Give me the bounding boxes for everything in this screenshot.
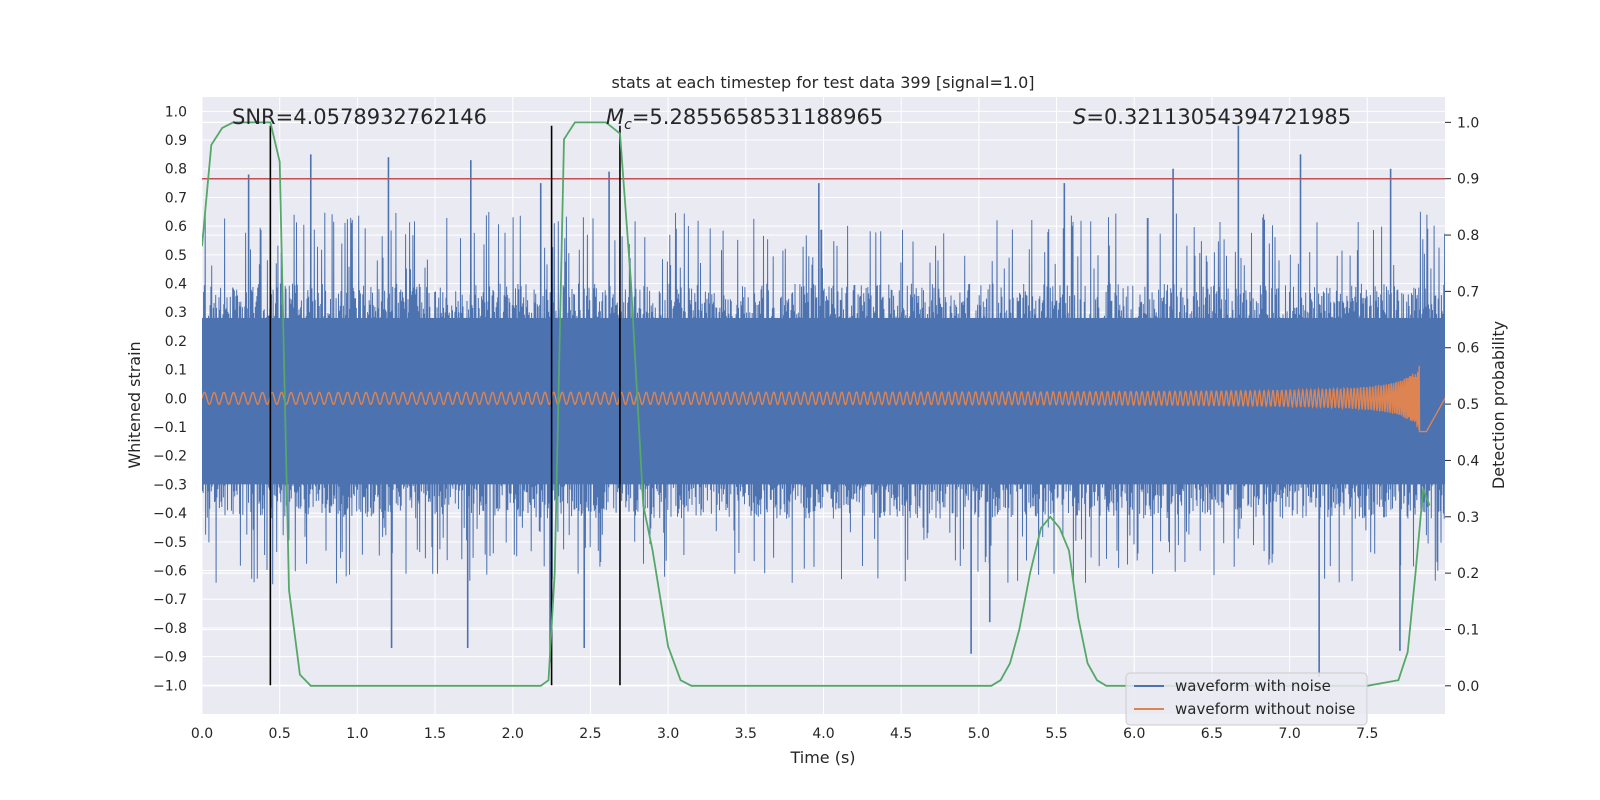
y-tick-label: 0.5 (165, 248, 187, 264)
chirp-mass-value: =5.2855658531188965 (632, 105, 883, 129)
y-tick-label: 0.7 (165, 190, 187, 206)
snr-annotation: SNR=4.0578932762146 (232, 105, 487, 129)
y-tick-label: −0.5 (153, 535, 187, 551)
y-tick-label: 0.9 (165, 133, 187, 149)
y-tick-label: −0.7 (153, 592, 187, 608)
right-tick-label: 0.7 (1457, 284, 1479, 300)
legend-label-clean: waveform without noise (1175, 700, 1355, 718)
chirp-mass-symbol: M (606, 105, 624, 129)
right-tick-label: 1.0 (1457, 115, 1479, 131)
plot-series (202, 121, 1445, 687)
series-waveform-without-noise (202, 365, 1445, 433)
y-tick-label: 0.3 (165, 305, 187, 321)
y-tick-label: 1.0 (165, 104, 187, 120)
x-tick-label: 4.0 (812, 726, 834, 742)
chirp-mass-subscript: c (624, 117, 632, 133)
y-tick-label: −0.4 (153, 506, 187, 522)
y-tick-label: 0.2 (165, 334, 187, 350)
right-tick-label: 0.4 (1457, 453, 1479, 469)
right-tick-label: 0.1 (1457, 622, 1479, 638)
x-tick-label: 5.5 (1045, 726, 1067, 742)
x-tick-label: 5.0 (968, 726, 990, 742)
y-tick-label: −0.1 (153, 420, 187, 436)
series-detection-probability (202, 121, 1431, 687)
score-value: =0.32113054394721985 (1086, 105, 1351, 129)
y-tick-label: 0.0 (165, 391, 187, 407)
score-symbol: S (1073, 105, 1086, 129)
chirp-mass-annotation: Mc=5.2855658531188965 (606, 105, 883, 133)
right-tick-label: 0.5 (1457, 397, 1479, 413)
x-axis-label: Time (s) (789, 748, 855, 767)
legend-box (1125, 672, 1368, 726)
y-tick-label: 0.6 (165, 219, 187, 235)
vertical-markers (269, 125, 621, 686)
x-tick-label: 6.5 (1201, 726, 1223, 742)
x-tick-label: 4.5 (890, 726, 912, 742)
right-tick-label: 0.9 (1457, 172, 1479, 188)
legend-label-noise: waveform with noise (1175, 677, 1331, 695)
y-axis-label: Whitened strain (125, 341, 144, 468)
y-tick-label: 0.8 (165, 162, 187, 178)
probability-trace (202, 121, 1431, 687)
x-tick-label: 0.5 (269, 726, 291, 742)
x-tick-label: 7.0 (1278, 726, 1300, 742)
y-axis-ticks: 1.0 0.9 0.8 0.7 0.6 0.5 0.4 0.3 0.2 0.1 0.0 −0.1 −0.… (153, 104, 187, 694)
y-tick-label: 0.4 (165, 277, 187, 293)
y-tick-label: −0.3 (153, 477, 187, 493)
y-tick-label: −0.6 (153, 564, 187, 580)
y-tick-label: −0.9 (153, 650, 187, 666)
x-tick-label: 6.0 (1123, 726, 1145, 742)
y-tick-label: 0.1 (165, 363, 187, 379)
right-tick-label: 0.3 (1457, 510, 1479, 526)
x-tick-label: 2.5 (579, 726, 601, 742)
y-tick-label: −0.2 (153, 449, 187, 465)
x-tick-label: 7.5 (1356, 726, 1378, 742)
right-axis-ticks: 1.0 0.9 0.8 0.7 0.6 0.5 0.4 0.3 0.2 0.1 0.0 (1445, 115, 1479, 695)
legend: waveform with noise waveform without noi… (1125, 672, 1368, 726)
right-tick-label: 0.2 (1457, 566, 1479, 582)
y-tick-label: −0.8 (153, 621, 187, 637)
x-tick-label: 1.5 (424, 726, 446, 742)
right-tick-label: 0.6 (1457, 341, 1479, 357)
x-tick-label: 2.0 (502, 726, 524, 742)
x-tick-label: 0.0 (191, 726, 213, 742)
y-tick-label: −1.0 (153, 678, 187, 694)
score-annotation: S=0.32113054394721985 (1073, 105, 1351, 129)
clean-trace (202, 365, 1445, 433)
right-tick-label: 0.8 (1457, 228, 1479, 244)
x-tick-label: 3.5 (735, 726, 757, 742)
right-tick-label: 0.0 (1457, 679, 1479, 695)
chart-title: stats at each timestep for test data 399… (611, 73, 1034, 92)
x-tick-label: 1.0 (346, 726, 368, 742)
x-axis-ticks: 0.0 0.5 1.0 1.5 2.0 2.5 3.0 3.5 4.0 4.5 5.0 5.5 6.0 6… (191, 726, 1379, 742)
x-tick-label: 3.0 (657, 726, 679, 742)
right-axis-label: Detection probability (1489, 321, 1508, 489)
